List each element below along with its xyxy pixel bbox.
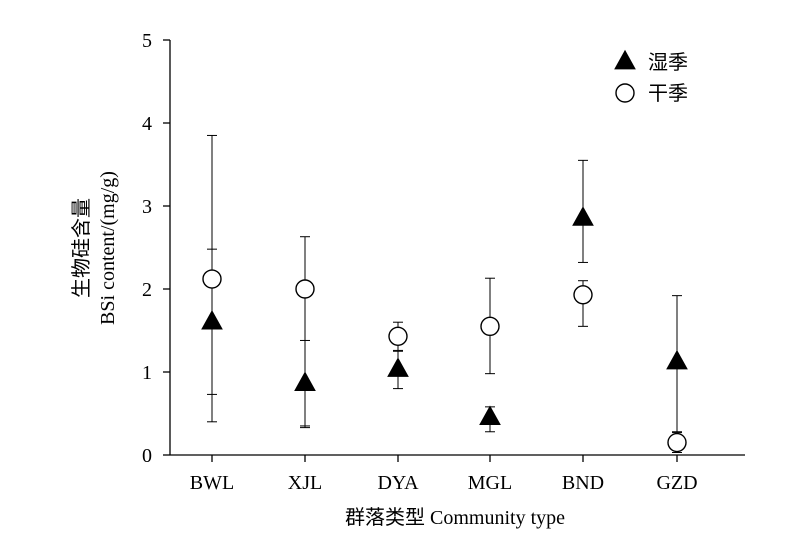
point-dry-season <box>295 279 315 299</box>
point-wet-season <box>666 349 688 370</box>
legend-marker-dry <box>615 83 635 103</box>
legend-label: 湿季 <box>648 51 688 74</box>
y-tick-label: 5 <box>142 30 152 52</box>
point-dry-season <box>388 326 408 347</box>
y-tick-label: 2 <box>142 279 152 301</box>
y-tick-label: 1 <box>142 362 152 384</box>
data-marks <box>201 134 688 454</box>
y-ticks: 0 1 2 3 4 5 <box>142 30 170 467</box>
x-ticks: BWL XJL DYA MGL BND GZD <box>190 455 698 494</box>
y-axis-title-line1: 生物硅含量 <box>70 198 93 298</box>
y-tick-label: 4 <box>142 113 152 135</box>
x-tick-label: DYA <box>377 472 419 494</box>
x-tick-label: BND <box>562 472 604 494</box>
point-wet-season <box>387 357 409 377</box>
y-tick-label: 0 <box>142 445 152 467</box>
point-dry-season <box>573 285 593 305</box>
x-tick-label: BWL <box>190 472 234 494</box>
legend-label: 干季 <box>648 82 688 105</box>
y-axis-title-line2: BSi content/(mg/g) <box>97 171 119 325</box>
point-wet-season <box>294 371 316 391</box>
axes <box>169 40 745 456</box>
x-tick-label: GZD <box>656 472 697 494</box>
point-wet-season <box>572 206 594 226</box>
point-wet-season <box>479 405 501 425</box>
x-tick-label: MGL <box>468 472 512 494</box>
point-dry-season <box>480 316 500 337</box>
point-dry-season <box>202 269 222 289</box>
point-dry-season <box>667 432 687 453</box>
x-axis-title: 群落类型 Community type <box>345 506 565 529</box>
legend-marker-wet <box>614 49 636 70</box>
y-tick-label: 3 <box>142 196 152 218</box>
x-tick-label: XJL <box>288 472 322 494</box>
point-wet-season <box>201 310 223 330</box>
